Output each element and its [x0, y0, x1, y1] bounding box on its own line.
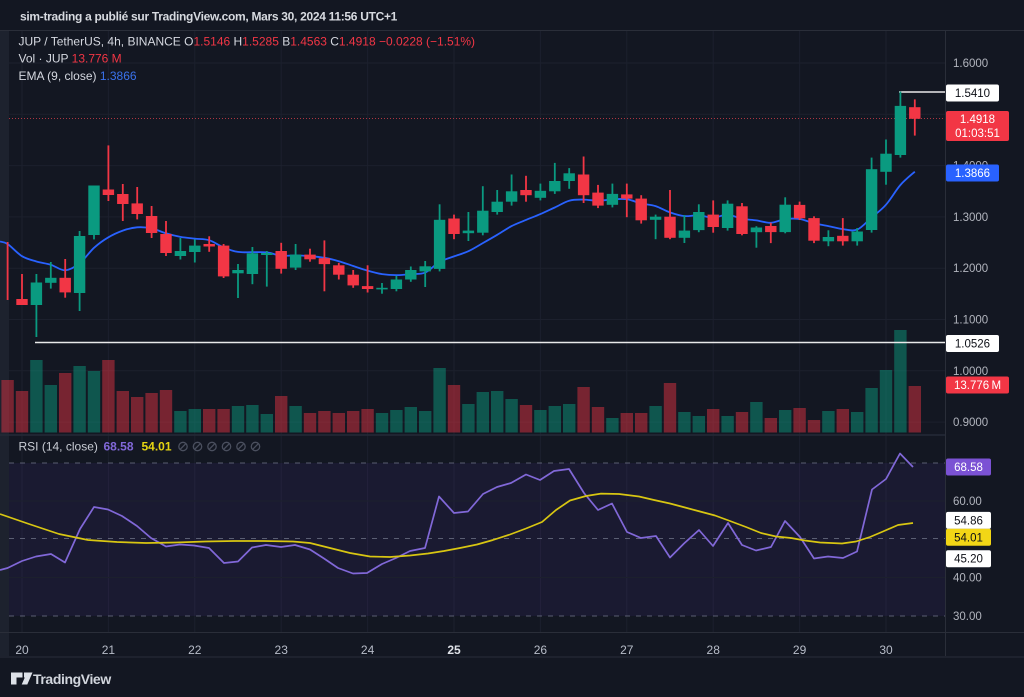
svg-text:68.58: 68.58: [104, 440, 134, 454]
svg-text:1.6000: 1.6000: [953, 58, 988, 70]
svg-text:1.3866: 1.3866: [955, 168, 990, 180]
svg-text:Vol · JUP 13.776 M: Vol · JUP 13.776 M: [19, 52, 122, 66]
svg-text:45.20: 45.20: [954, 554, 983, 566]
svg-text:1.0526: 1.0526: [955, 339, 990, 351]
svg-text:20: 20: [15, 643, 29, 657]
svg-text:0.9000: 0.9000: [953, 417, 988, 429]
svg-text:24: 24: [361, 643, 375, 657]
svg-text:1.1000: 1.1000: [953, 315, 988, 327]
svg-text:30.00: 30.00: [953, 611, 982, 623]
svg-text:54.01: 54.01: [142, 440, 172, 454]
svg-text:1.5410: 1.5410: [955, 88, 990, 100]
svg-text:EMA (9, close) 1.3866: EMA (9, close) 1.3866: [19, 69, 137, 83]
svg-text:54.86: 54.86: [954, 515, 983, 527]
svg-text:21: 21: [102, 643, 116, 657]
svg-text:01:03:51: 01:03:51: [955, 128, 1000, 140]
svg-text:23: 23: [275, 643, 289, 657]
svg-text:JUP / TetherUS, 4h, BINANCE O: JUP / TetherUS, 4h, BINANCE O1.5146 H1.5…: [19, 35, 476, 49]
svg-text:30: 30: [879, 643, 893, 657]
svg-text:sim-trading a publié sur Tradi: sim-trading a publié sur TradingView.com…: [20, 10, 398, 24]
svg-text:26: 26: [534, 643, 548, 657]
svg-text:TradingView: TradingView: [33, 671, 111, 687]
svg-text:28: 28: [707, 643, 721, 657]
svg-text:60.00: 60.00: [953, 496, 982, 508]
svg-text:22: 22: [188, 643, 202, 657]
svg-text:1.3000: 1.3000: [953, 212, 988, 224]
svg-text:1.2000: 1.2000: [953, 263, 988, 275]
svg-text:1.4918: 1.4918: [960, 114, 995, 126]
svg-text:29: 29: [793, 643, 807, 657]
svg-text:25: 25: [447, 643, 461, 657]
svg-text:1.0000: 1.0000: [953, 366, 988, 378]
svg-text:68.58: 68.58: [954, 462, 983, 474]
svg-text:54.01: 54.01: [954, 532, 983, 544]
svg-text:RSI (14, close): RSI (14, close): [19, 440, 98, 454]
svg-text:13.776 M: 13.776 M: [954, 380, 1001, 392]
svg-text:27: 27: [620, 643, 634, 657]
svg-text:40.00: 40.00: [953, 573, 982, 585]
